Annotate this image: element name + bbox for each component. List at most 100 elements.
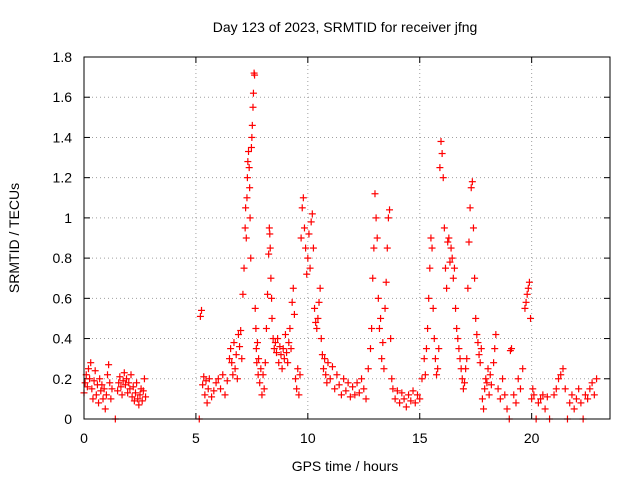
data-point: [123, 375, 131, 383]
data-point: [286, 325, 294, 332]
data-point: [516, 385, 524, 393]
data-point: [561, 385, 569, 393]
data-point: [379, 339, 387, 347]
data-point: [253, 359, 261, 367]
data-point: [249, 103, 257, 111]
data-point: [240, 264, 248, 272]
data-point: [267, 274, 275, 282]
data-point: [308, 210, 316, 218]
data-point: [138, 397, 146, 405]
data-point: [425, 294, 433, 302]
data-point: [281, 331, 289, 339]
data-point: [375, 325, 383, 332]
data-point: [360, 385, 368, 393]
data-point: [344, 379, 352, 387]
data-point: [440, 224, 448, 232]
data-point: [503, 405, 511, 413]
data-point: [313, 325, 321, 332]
x-tick-label: 15: [412, 430, 428, 446]
data-point: [430, 335, 438, 343]
data-point: [456, 355, 464, 363]
data-point: [248, 121, 256, 129]
data-point: [248, 133, 256, 141]
data-point: [140, 375, 148, 383]
data-point: [241, 224, 249, 232]
data-point: [480, 405, 488, 413]
data-point: [449, 274, 457, 282]
data-point: [340, 375, 348, 383]
data-point: [477, 345, 485, 353]
data-point: [230, 339, 238, 347]
plot-frame: [83, 56, 611, 420]
data-point: [428, 244, 436, 252]
data-point: [205, 375, 213, 383]
data-point: [288, 298, 296, 306]
data-point: [416, 395, 424, 403]
data-point: [105, 361, 113, 369]
data-point: [221, 391, 229, 399]
data-point: [317, 335, 325, 343]
data-point: [271, 339, 279, 347]
data-point: [331, 385, 339, 393]
y-tick-label: 0.2: [53, 371, 73, 387]
x-tick-label: 20: [524, 430, 540, 446]
data-point: [484, 365, 492, 373]
data-point: [467, 184, 475, 192]
data-point: [459, 385, 467, 393]
data-point: [537, 395, 545, 403]
data-point: [134, 395, 142, 403]
data-point: [295, 391, 303, 399]
data-point: [455, 345, 463, 353]
data-point: [302, 244, 310, 252]
data-point: [414, 391, 422, 399]
data-point: [426, 264, 434, 272]
data-point: [135, 401, 143, 409]
data-point: [280, 355, 288, 363]
data-point: [275, 359, 283, 367]
data-point: [383, 244, 391, 252]
data-point: [101, 405, 109, 413]
data-point: [431, 355, 439, 363]
data-point: [472, 314, 480, 322]
data-point: [208, 393, 216, 401]
data-point: [261, 359, 269, 367]
data-point: [274, 335, 282, 343]
data-point: [245, 148, 253, 156]
data-point: [245, 164, 253, 172]
data-point: [264, 290, 272, 298]
data-point: [468, 178, 476, 186]
data-point: [252, 345, 260, 353]
data-point: [227, 345, 235, 353]
data-point: [541, 405, 549, 413]
data-point: [306, 264, 314, 272]
data-point: [83, 383, 91, 391]
data-point: [268, 294, 276, 302]
grid-lines: [84, 57, 610, 419]
data-points: [80, 69, 601, 423]
data-point: [129, 383, 137, 391]
data-point: [259, 371, 267, 379]
data-point: [237, 327, 245, 335]
data-point: [319, 365, 327, 373]
data-point: [384, 214, 392, 222]
data-point: [501, 391, 509, 399]
data-point: [575, 385, 583, 393]
data-point: [87, 359, 95, 367]
data-point: [391, 395, 399, 403]
data-point: [405, 391, 413, 399]
data-point: [249, 89, 257, 97]
data-point: [543, 393, 551, 401]
data-point: [524, 284, 532, 292]
data-point: [486, 371, 494, 379]
data-point: [294, 365, 302, 373]
data-point: [382, 278, 390, 286]
data-point: [297, 234, 305, 242]
y-tick-label: 0.8: [53, 250, 73, 266]
data-point: [407, 397, 415, 405]
data-point: [570, 405, 578, 413]
y-tick-label: 1.6: [53, 89, 73, 105]
data-point: [429, 304, 437, 312]
data-point: [316, 284, 324, 292]
data-point: [92, 391, 100, 399]
